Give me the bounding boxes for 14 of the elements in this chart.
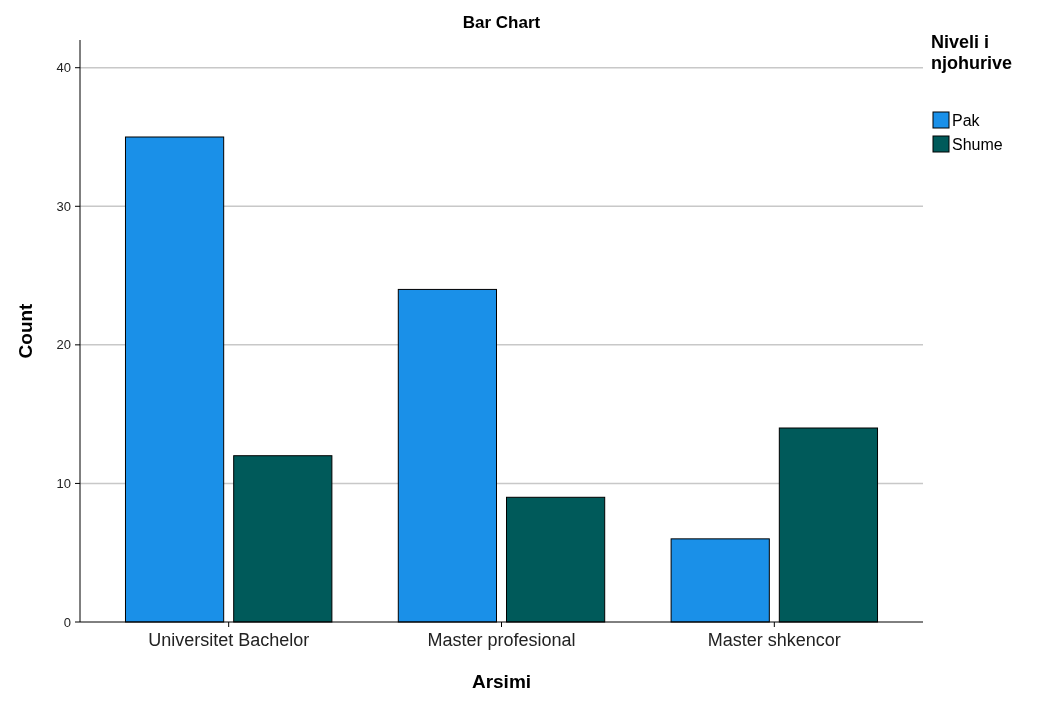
y-axis-title: Count	[15, 302, 36, 359]
y-tick-label: 40	[56, 60, 71, 76]
x-tick-label: Universitet Bachelor	[148, 630, 310, 650]
y-tick-label: 30	[56, 198, 71, 214]
legend-label: Shume	[952, 135, 1003, 153]
x-tick-label: Master profesional	[427, 630, 576, 650]
chart-title: Bar Chart	[462, 13, 541, 32]
legend-label: Pak	[952, 111, 981, 129]
x-tick-label: Master shkencor	[707, 630, 841, 650]
x-axis-title: Arsimi	[471, 671, 532, 692]
y-tick-label: 10	[56, 475, 71, 491]
y-tick-label: 20	[56, 337, 71, 353]
legend-title: Niveli i njohurive	[931, 32, 1013, 73]
y-tick-label: 0	[63, 614, 71, 630]
